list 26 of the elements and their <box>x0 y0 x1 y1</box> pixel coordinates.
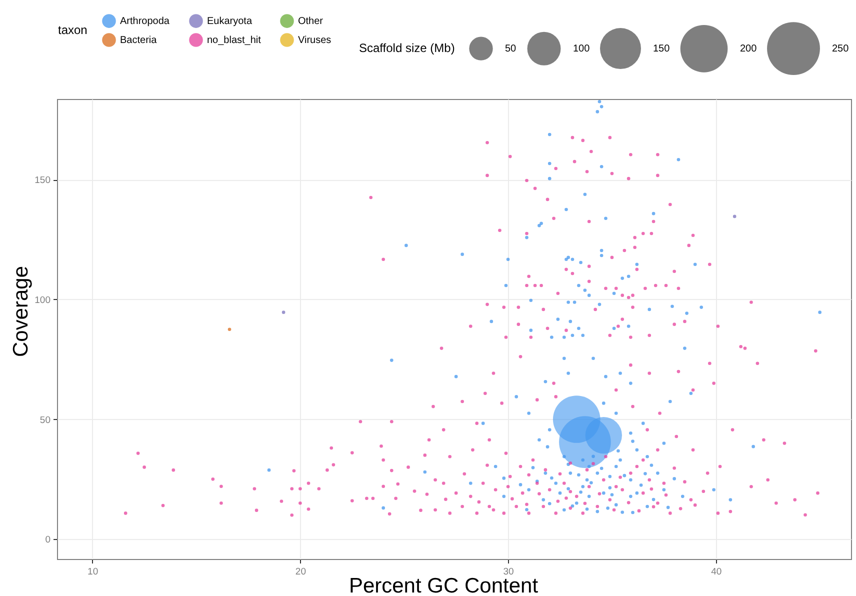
x-tick-label: 20 <box>295 566 306 578</box>
text: taxon <box>58 23 88 37</box>
legend-label: 50 <box>505 44 517 55</box>
legend-label: Other <box>298 16 324 28</box>
y-tick-label: 50 <box>40 414 50 426</box>
legend-label: Arthropoda <box>120 16 170 28</box>
point <box>732 214 736 218</box>
legend-label: Eukaryota <box>207 16 252 28</box>
y-tick-label: 0 <box>45 534 50 546</box>
legend-label: 200 <box>740 44 758 55</box>
legend-label: no_blast_hit <box>207 35 262 46</box>
x-tick-label: 30 <box>503 566 514 578</box>
x-tick-label: 10 <box>88 566 98 578</box>
x-tick-label: 40 <box>711 566 722 578</box>
legend-label: 250 <box>832 44 850 55</box>
y-axis-title: Coverage <box>10 266 32 358</box>
point <box>228 328 232 332</box>
legend-label: Viruses <box>298 35 332 46</box>
text: Scaffold size (Mb) <box>359 41 455 55</box>
point <box>282 310 286 314</box>
legend-label: 100 <box>573 44 590 55</box>
y-tick-label: 150 <box>34 175 50 186</box>
legend-label: 150 <box>653 44 670 55</box>
x-axis-title: Percent GC Content <box>348 574 538 596</box>
y-tick-label: 100 <box>34 294 50 306</box>
legend-label: Bacteria <box>120 35 158 46</box>
